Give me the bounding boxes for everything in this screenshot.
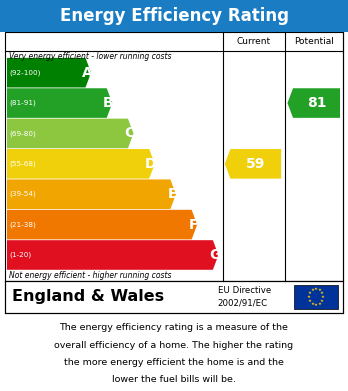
Text: ★: ★ — [310, 288, 314, 292]
Text: (55-68): (55-68) — [10, 161, 37, 167]
Polygon shape — [7, 58, 91, 88]
Text: ★: ★ — [317, 288, 321, 292]
Text: ★: ★ — [307, 295, 311, 299]
Bar — [294, 285, 338, 309]
Text: D: D — [145, 157, 157, 171]
Text: ★: ★ — [317, 301, 321, 305]
Text: A: A — [82, 66, 93, 80]
Text: ★: ★ — [310, 301, 314, 305]
Text: ★: ★ — [320, 299, 324, 303]
Polygon shape — [225, 149, 281, 179]
Text: ★: ★ — [314, 287, 318, 291]
Text: ★: ★ — [314, 303, 318, 307]
Text: ★: ★ — [308, 291, 312, 295]
Text: C: C — [125, 126, 135, 140]
Text: Energy Efficiency Rating: Energy Efficiency Rating — [60, 7, 288, 25]
Text: lower the fuel bills will be.: lower the fuel bills will be. — [112, 375, 236, 384]
Bar — [5, 32, 343, 281]
Polygon shape — [287, 88, 340, 118]
Text: Not energy efficient - higher running costs: Not energy efficient - higher running co… — [9, 271, 171, 280]
Text: 81: 81 — [307, 96, 326, 110]
Polygon shape — [7, 149, 155, 179]
Text: the more energy efficient the home is and the: the more energy efficient the home is an… — [64, 358, 284, 367]
Polygon shape — [7, 118, 134, 148]
Text: (1-20): (1-20) — [10, 252, 32, 258]
Text: The energy efficiency rating is a measure of the: The energy efficiency rating is a measur… — [60, 323, 288, 332]
Text: (21-38): (21-38) — [10, 221, 37, 228]
Text: England & Wales: England & Wales — [12, 289, 164, 304]
Polygon shape — [7, 210, 197, 239]
Text: 59: 59 — [246, 157, 266, 171]
Polygon shape — [7, 179, 176, 209]
Polygon shape — [7, 88, 112, 118]
Text: (69-80): (69-80) — [10, 130, 37, 137]
Text: Very energy efficient - lower running costs: Very energy efficient - lower running co… — [9, 52, 171, 61]
Text: EU Directive
2002/91/EC: EU Directive 2002/91/EC — [218, 286, 271, 307]
Text: Potential: Potential — [294, 37, 334, 46]
Polygon shape — [7, 240, 219, 270]
Text: (81-91): (81-91) — [10, 100, 37, 106]
Text: (39-54): (39-54) — [10, 191, 37, 197]
Text: ★: ★ — [308, 299, 312, 303]
Text: ★: ★ — [320, 291, 324, 295]
Text: F: F — [189, 218, 198, 231]
Text: overall efficiency of a home. The higher the rating: overall efficiency of a home. The higher… — [54, 341, 294, 350]
Text: B: B — [103, 96, 114, 110]
Text: ★: ★ — [321, 295, 325, 299]
Bar — [0, 0, 348, 32]
Text: E: E — [167, 187, 177, 201]
Text: G: G — [209, 248, 220, 262]
Bar — [5, 281, 343, 313]
Text: Current: Current — [237, 37, 271, 46]
Text: (92-100): (92-100) — [10, 70, 41, 76]
